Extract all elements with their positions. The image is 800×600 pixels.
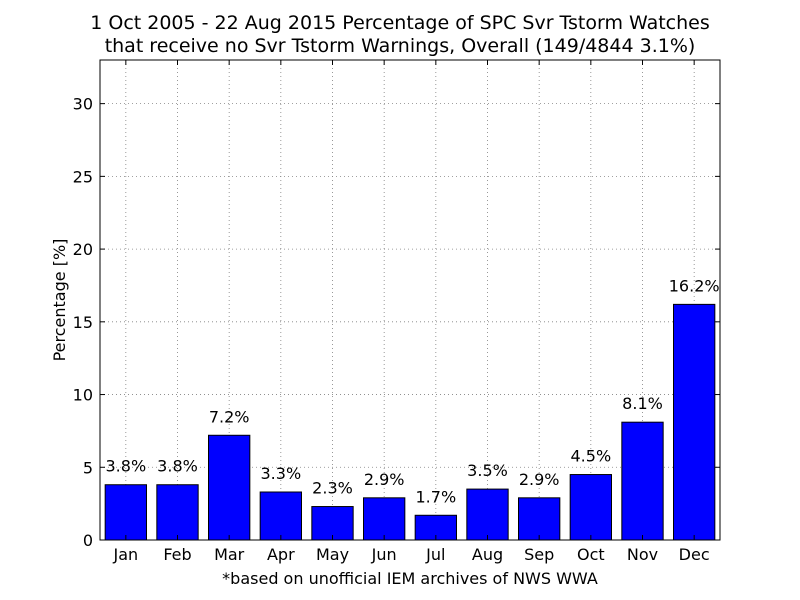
data-label: 3.3%	[261, 464, 302, 483]
data-label: 2.9%	[519, 470, 560, 489]
x-tick-label: Aug	[472, 545, 503, 564]
bar-oct	[569, 474, 613, 541]
x-tick-label: Dec	[679, 545, 710, 564]
data-label: 3.8%	[157, 457, 198, 476]
y-axis-label: Percentage [%]	[50, 239, 69, 362]
bar-mar	[208, 434, 251, 541]
y-tick-label: 0	[83, 531, 93, 550]
data-label: 16.2%	[669, 276, 720, 295]
bar-apr	[259, 491, 302, 541]
y-tick-label: 20	[73, 240, 93, 259]
bar-jan	[104, 484, 147, 541]
plot-frame	[99, 59, 721, 541]
x-tick-label: Feb	[163, 545, 191, 564]
bar-dec	[673, 303, 716, 541]
y-tick-label: 15	[73, 313, 93, 332]
data-label: 3.5%	[467, 461, 508, 480]
x-tick-label: Sep	[524, 545, 554, 564]
x-tick-label: Jan	[112, 545, 138, 564]
bar-jun	[363, 497, 406, 541]
bar-sep	[518, 497, 561, 541]
y-tick-label: 5	[83, 458, 93, 477]
data-label: 1.7%	[416, 487, 457, 506]
bar-aug	[466, 488, 509, 541]
x-axis-label: *based on unofficial IEM archives of NWS…	[222, 569, 598, 588]
x-tick-label: May	[316, 545, 349, 564]
grid-lines	[100, 60, 720, 540]
x-tick-label: Oct	[577, 545, 605, 564]
bar-feb	[156, 484, 199, 541]
x-tick-label: Nov	[627, 545, 658, 564]
data-label: 4.5%	[571, 447, 612, 466]
data-label: 2.9%	[364, 470, 405, 489]
x-tick-label: Jul	[425, 545, 445, 564]
bars	[104, 303, 716, 541]
x-tick-label: Apr	[267, 545, 295, 564]
data-label: 2.3%	[312, 479, 353, 498]
chart-title-line-2: that receive no Svr Tstorm Warnings, Ove…	[104, 35, 696, 57]
labels: 0 5 10 15 20 25 30 Jan 3.8% Feb 3.8% Mar 7.2% Apr 3.3%…	[73, 95, 720, 564]
x-tick-label: Jun	[371, 545, 397, 564]
y-tick-label: 30	[73, 95, 93, 114]
x-tick-label: Mar	[214, 545, 245, 564]
chart-title-line-1: 1 Oct 2005 - 22 Aug 2015 Percentage of S…	[90, 12, 710, 34]
data-label: 8.1%	[622, 394, 663, 413]
y-tick-label: 25	[73, 167, 93, 186]
data-label: 3.8%	[106, 457, 147, 476]
bar-may	[311, 506, 354, 541]
bar-nov	[621, 421, 664, 541]
y-tick-label: 10	[73, 386, 93, 405]
axis-ticks	[100, 60, 720, 541]
data-label: 7.2%	[209, 407, 250, 426]
